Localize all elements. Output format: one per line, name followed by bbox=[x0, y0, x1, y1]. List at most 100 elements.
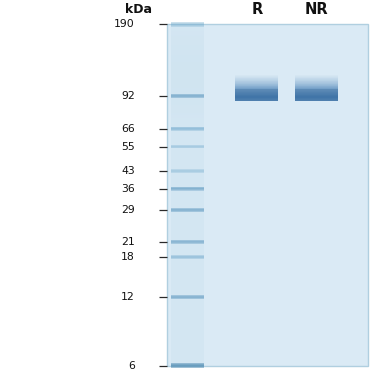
Bar bbox=[171, 227, 204, 229]
Bar bbox=[171, 134, 204, 135]
Bar bbox=[171, 70, 204, 72]
Bar bbox=[171, 226, 204, 227]
Bar bbox=[236, 93, 278, 94]
Bar bbox=[296, 81, 338, 82]
Bar bbox=[236, 88, 278, 89]
Bar bbox=[236, 95, 278, 96]
Bar bbox=[171, 318, 204, 320]
Bar bbox=[171, 55, 204, 57]
Bar bbox=[171, 258, 204, 260]
Bar bbox=[171, 89, 204, 91]
Bar bbox=[171, 26, 204, 28]
Bar bbox=[171, 129, 204, 130]
Bar bbox=[171, 323, 204, 325]
Bar bbox=[171, 316, 204, 318]
Bar bbox=[171, 284, 204, 285]
Bar bbox=[171, 195, 204, 197]
Bar bbox=[296, 88, 338, 89]
Bar bbox=[171, 113, 204, 115]
Bar bbox=[171, 38, 204, 40]
Bar bbox=[171, 127, 204, 129]
Bar bbox=[171, 34, 204, 36]
Bar bbox=[171, 234, 204, 236]
Text: 21: 21 bbox=[121, 237, 135, 247]
Bar bbox=[236, 85, 278, 86]
Bar bbox=[171, 285, 204, 287]
Bar bbox=[171, 178, 204, 180]
Bar bbox=[236, 86, 278, 87]
Bar bbox=[171, 64, 204, 65]
Bar bbox=[296, 92, 338, 93]
Text: 43: 43 bbox=[121, 166, 135, 176]
Bar bbox=[171, 280, 204, 282]
Bar bbox=[171, 123, 204, 125]
Bar bbox=[171, 352, 204, 354]
Bar bbox=[171, 99, 204, 101]
Text: 6: 6 bbox=[128, 361, 135, 370]
Bar bbox=[171, 282, 204, 284]
Bar bbox=[171, 273, 204, 275]
Bar bbox=[171, 30, 204, 31]
Bar bbox=[236, 83, 278, 84]
Bar bbox=[171, 146, 204, 147]
Bar bbox=[171, 142, 204, 144]
Bar bbox=[236, 92, 278, 93]
Bar bbox=[296, 96, 338, 97]
Bar bbox=[171, 268, 204, 270]
Text: 29: 29 bbox=[121, 205, 135, 215]
Bar bbox=[171, 217, 204, 219]
Bar bbox=[171, 277, 204, 279]
Bar bbox=[171, 193, 204, 195]
Bar bbox=[171, 62, 204, 64]
Bar bbox=[171, 224, 204, 226]
Bar bbox=[236, 78, 278, 79]
Bar bbox=[171, 241, 204, 243]
Bar bbox=[171, 147, 204, 149]
Text: kDa: kDa bbox=[125, 3, 152, 16]
Bar bbox=[171, 139, 204, 140]
Bar bbox=[296, 77, 338, 78]
Bar bbox=[171, 81, 204, 82]
Bar bbox=[236, 97, 278, 98]
Bar bbox=[171, 350, 204, 352]
Bar bbox=[171, 360, 204, 362]
Bar bbox=[171, 356, 204, 357]
Bar bbox=[171, 166, 204, 168]
Bar bbox=[171, 297, 204, 299]
Bar bbox=[171, 220, 204, 222]
Bar bbox=[167, 24, 368, 366]
Bar bbox=[171, 43, 204, 45]
Bar bbox=[236, 79, 278, 80]
Bar bbox=[171, 108, 204, 109]
Text: 55: 55 bbox=[121, 142, 135, 152]
Bar bbox=[171, 28, 204, 30]
Bar bbox=[171, 265, 204, 267]
Bar bbox=[171, 238, 204, 239]
Bar bbox=[171, 111, 204, 113]
Bar bbox=[171, 115, 204, 117]
Bar bbox=[171, 152, 204, 154]
Bar bbox=[171, 337, 204, 338]
Bar bbox=[171, 93, 204, 94]
Bar bbox=[296, 87, 338, 88]
Bar bbox=[171, 231, 204, 232]
Text: R: R bbox=[251, 2, 262, 17]
Bar bbox=[296, 78, 338, 79]
Bar bbox=[171, 335, 204, 337]
Bar bbox=[171, 308, 204, 309]
Bar bbox=[236, 87, 278, 88]
Bar bbox=[171, 306, 204, 308]
Bar bbox=[171, 200, 204, 202]
Bar bbox=[171, 58, 204, 60]
Bar bbox=[171, 120, 204, 122]
Bar bbox=[236, 84, 278, 85]
Bar bbox=[171, 48, 204, 50]
Bar bbox=[236, 76, 278, 77]
Bar bbox=[171, 86, 204, 87]
Bar bbox=[236, 80, 278, 81]
Bar bbox=[296, 83, 338, 84]
Bar bbox=[171, 170, 204, 171]
Bar bbox=[171, 303, 204, 304]
Bar bbox=[171, 219, 204, 220]
Bar bbox=[171, 96, 204, 98]
